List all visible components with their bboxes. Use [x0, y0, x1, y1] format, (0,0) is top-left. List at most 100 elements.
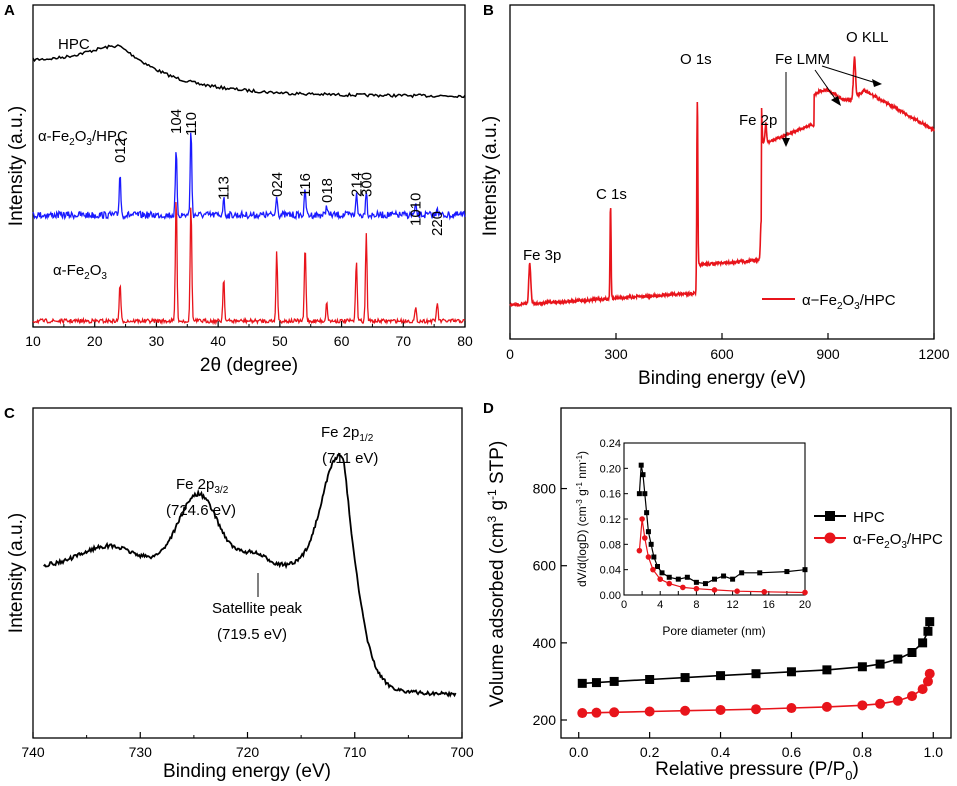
inset-point-hpc — [651, 554, 657, 560]
curve-fe2o3 — [32, 201, 465, 326]
panel-d-ylabel: Volume adsorbed (cm3 g-1 STP) — [485, 441, 508, 708]
a-tick-label-50: 50 — [272, 333, 288, 349]
b-tick-label-1200: 1200 — [918, 346, 949, 362]
peak-label-fe2p12: Fe 2p1/2 — [321, 424, 374, 444]
a-tick-label-10: 10 — [25, 333, 41, 349]
panel-letter-c: C — [4, 405, 15, 422]
panel-c-x-ticks: 740 730 720 710 700 — [21, 732, 474, 760]
panel-a-label-composite: α-Fe2O3/HPC — [38, 128, 128, 148]
annotation-fe2p: Fe 2p — [739, 112, 777, 129]
legend-label-composite: α-Fe2O3/HPC — [853, 531, 943, 551]
isotherm-point-hpc — [875, 659, 885, 669]
isotherm-point-composite — [644, 706, 655, 717]
inset-point-hpc — [757, 570, 763, 576]
annotation-o-kll: O KLL — [846, 29, 889, 46]
isotherm-point-hpc — [907, 648, 917, 657]
c-tick-label-720: 720 — [236, 744, 260, 760]
isotherm-point-hpc — [822, 665, 832, 675]
hkl-label-300: 300 — [358, 172, 375, 197]
legend-marker-hpc — [825, 511, 835, 521]
isotherm-point-composite — [875, 698, 886, 709]
panel-c: C 740 730 720 710 700 Fe 2p3/2 (724.6 eV) Fe… — [4, 405, 474, 782]
inset-ylabel: dV/d(logD) (cm-3 g-1 nm-1) — [575, 451, 589, 587]
isotherm-point-composite — [892, 695, 903, 706]
legend-marker-composite — [824, 532, 836, 544]
inset-xtick-label-4: 4 — [657, 599, 663, 611]
a-tick-label-60: 60 — [334, 333, 350, 349]
panel-c-ylabel: Intensity (a.u.) — [6, 513, 27, 633]
isotherm-point-composite — [751, 704, 761, 715]
d-xtick-label-0.2: 0.2 — [640, 744, 660, 760]
panel-b-xps-survey-curve — [509, 56, 935, 308]
a-tick-label-20: 20 — [87, 333, 103, 349]
panel-c-fe2p-curve — [43, 452, 457, 698]
inset-xlabel: Pore diameter (nm) — [662, 624, 765, 638]
inset-point-composite — [639, 516, 645, 522]
panel-a-label-fe2o3: α-Fe2O3 — [53, 262, 107, 282]
isotherm-point-hpc — [680, 673, 690, 683]
inset-point-hpc — [693, 579, 699, 585]
inset-point-hpc — [638, 462, 644, 468]
inset-xtick-label-0: 0 — [621, 599, 627, 611]
isotherm-point-composite — [609, 707, 620, 718]
isotherm-point-hpc — [716, 671, 726, 681]
legend-label-hpc: HPC — [853, 509, 885, 526]
panel-a-label-hpc: HPC — [58, 36, 90, 53]
inset-point-composite — [802, 589, 808, 596]
panel-letter-d: D — [483, 400, 494, 417]
isotherm-point-composite — [591, 707, 602, 718]
isotherm-point-hpc — [645, 675, 655, 684]
inset-point-hpc — [684, 574, 690, 580]
isotherm-line-1 — [582, 673, 931, 714]
isotherm-point-hpc — [923, 626, 933, 636]
c-tick-label-710: 710 — [343, 744, 367, 760]
annotation-fe-lmm: Fe LMM — [775, 51, 830, 68]
c-tick-label-740: 740 — [21, 744, 45, 760]
inset-point-hpc — [784, 569, 790, 575]
inset-series — [636, 462, 808, 596]
annotation-o1s: O 1s — [680, 51, 712, 68]
inset-ytick-label-0.04: 0.04 — [600, 565, 621, 577]
inset-xtick-label-8: 8 — [693, 599, 699, 611]
inset-point-composite — [642, 535, 648, 541]
hkl-label-220: 220 — [429, 211, 446, 236]
annotation-c1s: C 1s — [596, 186, 627, 203]
d-xtick-label-0.4: 0.4 — [711, 744, 731, 760]
inset-point-hpc — [648, 541, 654, 547]
arrow-fe-lmm-2 — [814, 69, 837, 101]
a-tick-label-40: 40 — [210, 333, 226, 349]
hkl-label-1010: 1010 — [408, 193, 425, 226]
inset-point-hpc — [712, 576, 717, 582]
hkl-label-012: 012 — [112, 138, 129, 163]
isotherm-point-hpc — [591, 678, 601, 688]
panel-c-frame — [32, 407, 463, 739]
isotherm-point-hpc — [893, 654, 903, 664]
hkl-label-110: 110 — [183, 112, 200, 136]
inset-point-hpc — [640, 472, 646, 478]
satellite-peak-label: Satellite peak — [212, 600, 303, 617]
d-ytick-label-600: 600 — [533, 558, 557, 574]
c-tick-label-700: 700 — [450, 744, 474, 760]
panel-a-curves — [32, 44, 466, 326]
a-tick-label-80: 80 — [457, 333, 473, 349]
panel-letter-a: A — [4, 2, 15, 19]
isotherm-point-hpc — [925, 617, 935, 627]
inset-point-hpc — [802, 567, 808, 573]
inset-point-hpc — [730, 576, 736, 582]
b-tick-label-900: 900 — [816, 346, 840, 362]
inset-ytick-label-0.00: 0.00 — [600, 590, 621, 602]
inset-point-composite — [711, 587, 718, 593]
inset-ytick-label-0.16: 0.16 — [600, 489, 621, 501]
inset-point-composite — [693, 585, 700, 592]
inset-point-composite — [680, 584, 686, 591]
panel-b: B 0 300 600 900 1200 O 1s Fe LMM O KLL Fe 2p… — [480, 2, 950, 389]
inset-point-hpc — [702, 581, 708, 587]
panel-b-frame — [509, 4, 935, 340]
inset-xtick-label-12: 12 — [726, 599, 738, 611]
panel-d-frame — [560, 407, 952, 739]
panel-c-xlabel: Binding energy (eV) — [163, 761, 331, 782]
